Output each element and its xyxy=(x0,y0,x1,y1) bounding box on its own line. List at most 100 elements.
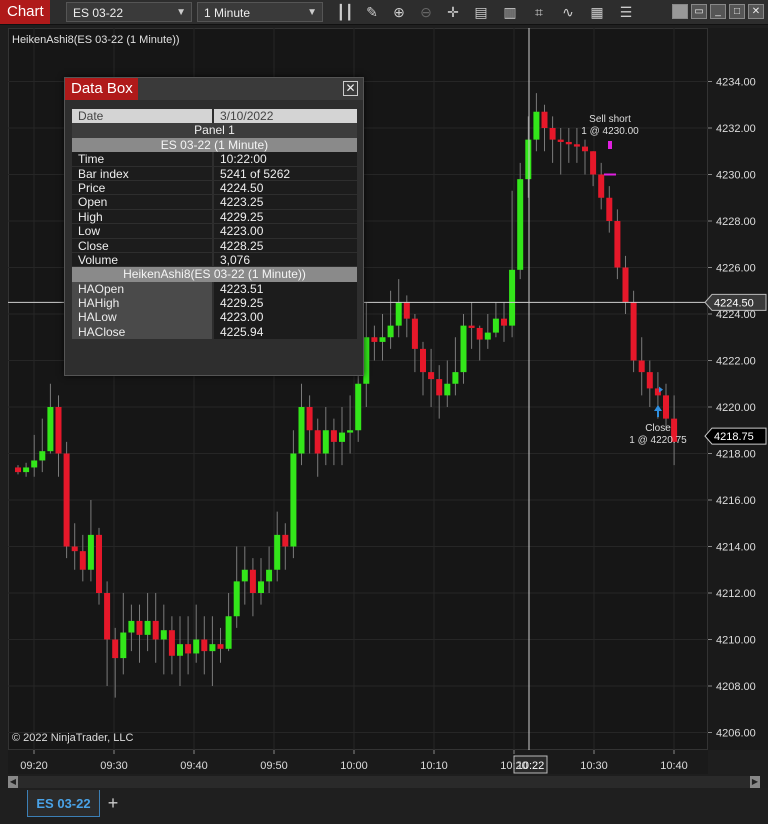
row-value: 4229.25 xyxy=(214,296,357,311)
x-tick-label: 09:50 xyxy=(260,760,288,772)
candle-body xyxy=(306,407,313,431)
row-key: Volume xyxy=(72,252,212,268)
chart-trader-icon[interactable]: ▦ xyxy=(590,4,604,20)
close-arrow-icon xyxy=(654,405,662,417)
candle-body xyxy=(582,146,588,152)
time-axis[interactable] xyxy=(8,750,708,774)
candle-body xyxy=(484,332,491,340)
scroll-left-icon[interactable]: ◀ xyxy=(8,776,18,788)
candle-body xyxy=(517,179,524,270)
chart-toolbar: Chart ES 03-22 ▼ 1 Minute ▼ ┃┃ ✎ ⊕ ⊖ ✛ ▤… xyxy=(0,0,768,25)
candle-body xyxy=(63,453,70,547)
horizontal-scrollbar[interactable]: ◀ ▶ xyxy=(8,776,760,788)
window-snap-icon[interactable] xyxy=(672,4,688,19)
data-box-window[interactable]: Data Box ✕ Date 3/10/2022 Panel 1 ES 03-… xyxy=(64,77,364,376)
candle-body xyxy=(298,407,305,454)
row-value: 4223.51 xyxy=(214,281,357,297)
maximize-icon[interactable]: □ xyxy=(729,4,745,19)
drawing-tool-icon[interactable]: ✎ xyxy=(366,4,378,20)
candle-body xyxy=(557,139,564,142)
candle-body xyxy=(403,302,410,319)
templates-icon[interactable]: ▥ xyxy=(503,4,517,20)
tab-es-03-22[interactable]: ES 03-22 xyxy=(27,790,100,817)
candle-body xyxy=(322,430,329,454)
candle-body xyxy=(290,453,297,547)
row-key: Low xyxy=(72,224,212,239)
data-row: Open 4223.25 xyxy=(72,195,357,210)
candle-body xyxy=(144,620,151,635)
y-tick-label: 4224.00 xyxy=(716,309,756,321)
candle-body xyxy=(533,111,540,140)
data-row: Time 10:22:00 xyxy=(72,152,357,167)
scroll-right-icon[interactable]: ▶ xyxy=(750,776,760,788)
x-tick-label: 10:40 xyxy=(660,760,688,772)
zoom-in-icon[interactable]: ⊕ xyxy=(393,4,405,20)
chart-menu-button[interactable]: Chart xyxy=(0,0,50,24)
minimize-icon[interactable]: _ xyxy=(710,4,726,19)
add-tab-button[interactable]: + xyxy=(107,793,119,813)
candle-body xyxy=(363,337,370,384)
candle-body xyxy=(622,267,629,303)
candle-body xyxy=(39,451,46,461)
date-label: Date xyxy=(72,109,212,124)
close-price-label: 1 @ 4220.75 xyxy=(629,435,687,446)
candle-body xyxy=(573,144,580,147)
candle-body xyxy=(314,430,321,454)
candle-body xyxy=(436,379,443,396)
candle-body xyxy=(347,430,354,433)
interval-selector[interactable]: 1 Minute ▼ xyxy=(197,2,323,22)
row-value: 4224.50 xyxy=(214,180,357,196)
close-window-icon[interactable]: ✕ xyxy=(748,4,764,19)
y-tick-label: 4208.00 xyxy=(716,681,756,693)
bar-type-icon[interactable]: ┃┃ xyxy=(336,4,354,20)
instrument-selector[interactable]: ES 03-22 ▼ xyxy=(66,2,192,22)
candle-body xyxy=(120,632,127,659)
y-tick-label: 4228.00 xyxy=(716,216,756,228)
candle-body xyxy=(452,372,459,384)
row-value: 5241 of 5262 xyxy=(214,166,357,181)
candle-body xyxy=(646,372,653,389)
candle-body xyxy=(428,372,435,380)
candle-body xyxy=(96,534,102,593)
y-tick-label: 4214.00 xyxy=(716,542,756,554)
row-key: HALow xyxy=(72,310,212,325)
data-row: Close 4228.25 xyxy=(72,238,357,253)
crosshair-icon[interactable]: ✛ xyxy=(447,4,459,20)
chevron-down-icon: ▼ xyxy=(176,7,186,18)
x-tick-label: 09:20 xyxy=(20,760,48,772)
candle-body xyxy=(476,327,483,340)
strategies-icon[interactable]: ∿ xyxy=(562,4,574,20)
data-box-titlebar[interactable] xyxy=(65,78,363,100)
candle-body xyxy=(266,569,273,582)
data-row: Price 4224.50 xyxy=(72,180,357,196)
date-row: Date 3/10/2022 xyxy=(72,109,357,124)
zoom-out-icon[interactable]: ⊖ xyxy=(420,4,432,20)
candle-body xyxy=(638,360,645,373)
candle-body xyxy=(128,620,135,633)
row-value: 4228.25 xyxy=(214,238,357,253)
data-row: Low 4223.00 xyxy=(72,224,357,239)
data-row: Volume 3,076 xyxy=(72,252,357,268)
candle-body xyxy=(371,337,378,342)
indicators-icon[interactable]: ⌗ xyxy=(535,4,543,20)
close-label: Close xyxy=(645,423,671,434)
candle-body xyxy=(152,620,159,640)
data-box-icon[interactable]: ☰ xyxy=(619,4,633,20)
copyright-text: © 2022 NinjaTrader, LLC xyxy=(12,732,134,744)
price-axis[interactable] xyxy=(708,28,768,750)
row-value: 3,076 xyxy=(214,252,357,268)
properties-icon[interactable]: ▤ xyxy=(474,4,488,20)
candle-body xyxy=(355,383,362,431)
close-icon[interactable]: ✕ xyxy=(343,81,358,96)
y-tick-label: 4234.00 xyxy=(716,77,756,89)
candle-body xyxy=(31,460,38,468)
indicator-label: HeikenAshi8(ES 03-22 (1 Minute)) xyxy=(12,34,180,46)
candle-body xyxy=(590,151,597,175)
candle-body xyxy=(160,630,167,640)
crosshair-price-label: 4224.50 xyxy=(714,297,754,309)
row-key: Bar index xyxy=(72,166,212,181)
row-key: Time xyxy=(72,152,212,167)
last-price-box xyxy=(704,427,767,445)
window-tile-icon[interactable]: ▭ xyxy=(691,4,707,19)
